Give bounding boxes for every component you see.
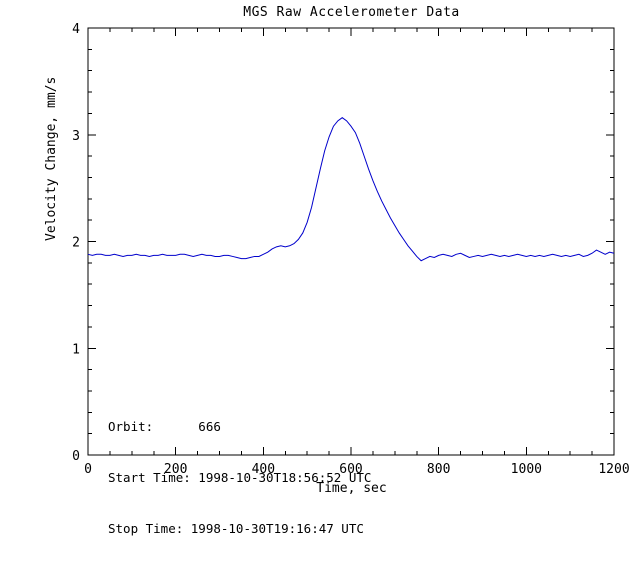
data-line-velocity-change xyxy=(87,117,615,262)
x-axis-tick-label: 1000 xyxy=(511,462,542,477)
y-axis-tick-label: 4 xyxy=(72,22,80,37)
x-axis-tick-label: 1200 xyxy=(598,462,629,477)
annotation-stop-time: Stop Time: 1998-10-30T19:16:47 UTC xyxy=(108,521,364,536)
annotation-orbit: Orbit: 666 xyxy=(108,419,221,434)
x-axis-tick-label: 600 xyxy=(339,462,362,477)
y-axis-tick-label: 2 xyxy=(72,236,80,251)
x-axis-tick-label: 200 xyxy=(164,462,187,477)
y-axis-tick-label: 0 xyxy=(72,449,80,464)
chart-figure: MGS Raw Accelerometer Data Velocity Chan… xyxy=(44,5,630,536)
chart-title: MGS Raw Accelerometer Data xyxy=(243,5,460,20)
x-axis-tick-label: 400 xyxy=(252,462,275,477)
annotation-block: Orbit: 666 Start Time: 1998-10-30T18:56:… xyxy=(108,384,371,571)
y-axis-tick-label: 3 xyxy=(72,129,80,144)
y-axis-tick-label: 1 xyxy=(72,342,80,357)
x-axis-title: Time, sec xyxy=(316,481,387,496)
x-axis-tick-label: 0 xyxy=(84,462,92,477)
annotation-start-time: Start Time: 1998-10-30T18:56:52 UTC xyxy=(108,470,372,485)
x-axis-tick-label: 800 xyxy=(427,462,450,477)
plot-area: 0 200 400 600 800 1000 1200 0 1 2 3 4 xyxy=(72,22,629,477)
